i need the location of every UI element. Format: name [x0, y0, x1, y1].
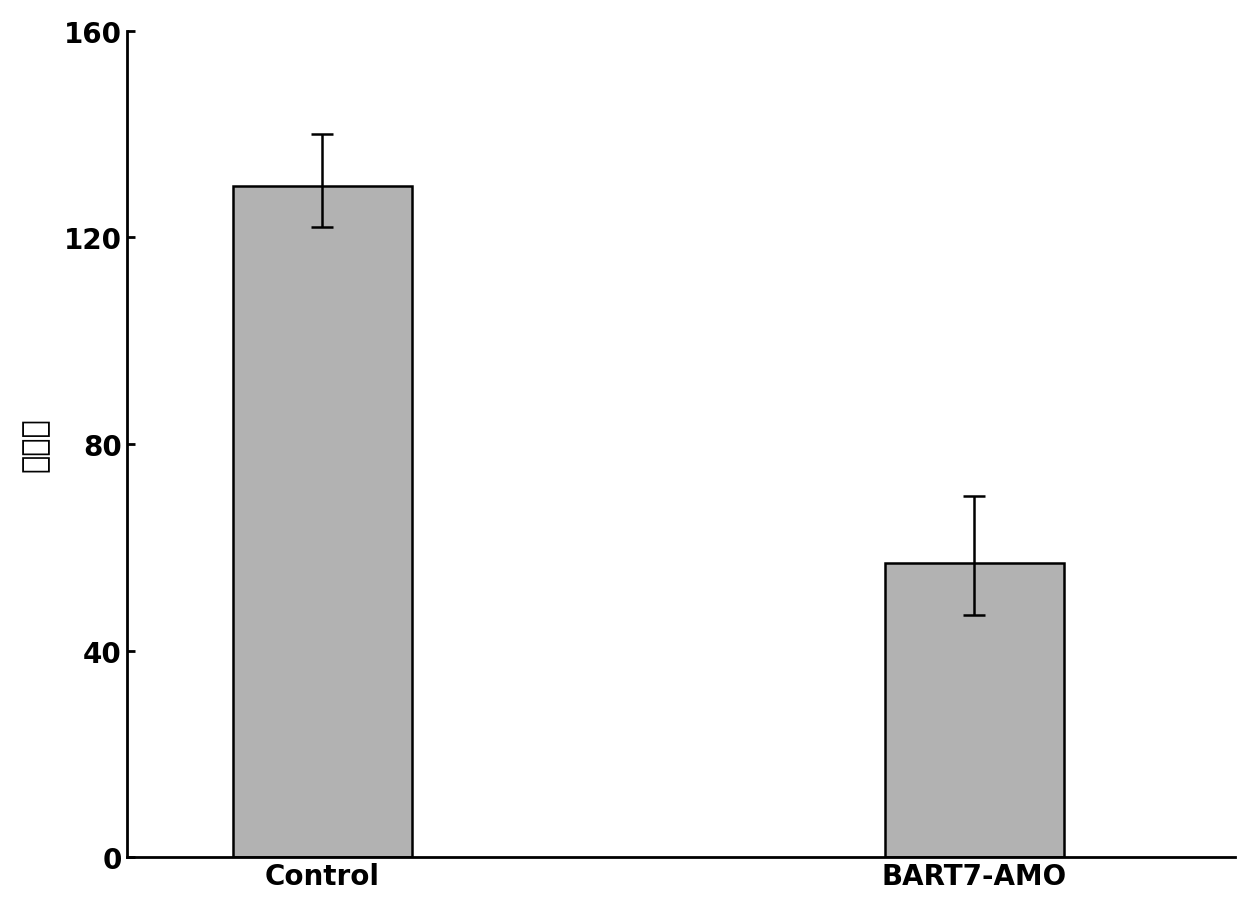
Bar	[884, 563, 1064, 857]
Bar	[232, 187, 412, 857]
Y-axis label: 细胞数: 细胞数	[21, 417, 50, 472]
